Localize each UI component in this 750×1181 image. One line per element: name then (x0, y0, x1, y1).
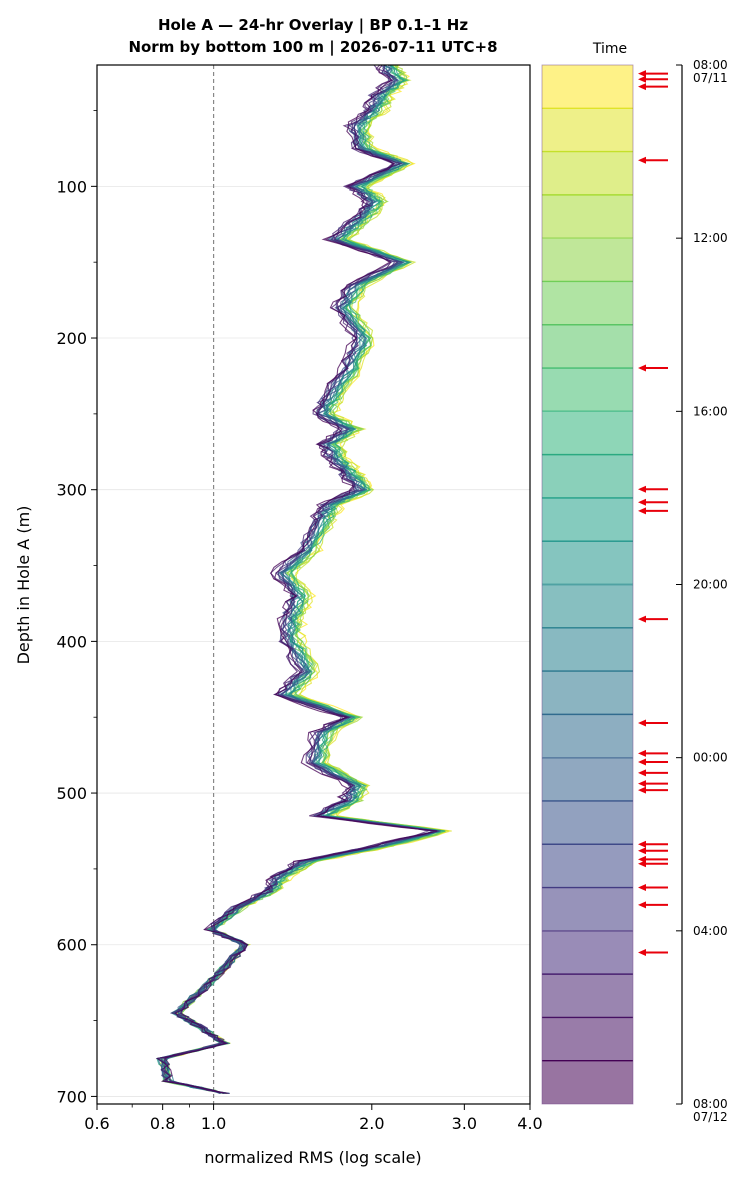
colorbar-band (542, 238, 633, 282)
y-tick-label: 700 (56, 1087, 87, 1106)
colorbar-band (542, 800, 633, 845)
trace-line (162, 64, 447, 1094)
trace-line (163, 64, 441, 1094)
y-axis-label: Depth in Hole A (m) (14, 506, 33, 665)
x-tick-label: 0.8 (150, 1114, 175, 1133)
trace-line (155, 64, 438, 1094)
event-arrow-head (638, 901, 646, 909)
trace-line (162, 64, 447, 1094)
x-tick-label: 4.0 (517, 1114, 542, 1133)
trace-line (161, 64, 439, 1094)
colorbar-start-date: 07/11 (693, 71, 728, 85)
colorbar-band (542, 1017, 633, 1061)
colorbar-label: Time (592, 41, 627, 57)
colorbar-tick-label: 16:00 (693, 404, 728, 418)
plot-frame (96, 64, 531, 1105)
x-axis: 0.6 0.8 1.0 2.0 3.0 4.0 (84, 1104, 543, 1133)
colorbar-tick-label: 12:00 (693, 231, 728, 245)
chart-title-line2: Norm by bottom 100 m | 2026-07-11 UTC+8 (128, 38, 497, 57)
colorbar-band (542, 368, 633, 412)
trace-line (160, 64, 440, 1094)
colorbar-band (542, 108, 633, 152)
event-arrow-head (638, 948, 646, 956)
event-arrow-head (638, 364, 646, 372)
colorbar-band (542, 757, 633, 801)
event-arrow-head (638, 769, 646, 777)
x-tick-label: 0.6 (84, 1114, 109, 1133)
trace-line (165, 64, 440, 1094)
trace-line (162, 64, 445, 1094)
event-arrow-head (638, 749, 646, 757)
colorbar-band (542, 627, 633, 672)
event-arrow-head (638, 758, 646, 766)
event-arrow-head (638, 780, 646, 788)
colorbar-band (542, 584, 633, 628)
traces-group (155, 64, 452, 1094)
chart-title-line1: Hole A — 24-hr Overlay | BP 0.1–1 Hz (158, 16, 468, 35)
trace-line (158, 64, 449, 1094)
trace-line (162, 64, 441, 1094)
colorbar-band (542, 1060, 633, 1104)
colorbar-band (542, 454, 633, 498)
y-tick-label: 200 (56, 329, 87, 348)
y-tick-label: 100 (56, 177, 87, 196)
event-arrow-head (638, 719, 646, 727)
colorbar-band (542, 411, 633, 455)
colorbar-band (542, 497, 633, 542)
event-arrow-head (638, 847, 646, 855)
colorbar-band (542, 887, 633, 931)
colorbar (541, 64, 634, 1105)
trace-line (156, 64, 445, 1094)
colorbar-band (542, 930, 633, 975)
colorbar-band (542, 974, 633, 1018)
trace-line (161, 64, 444, 1094)
trace-line (156, 64, 446, 1094)
trace-line (159, 64, 444, 1094)
x-tick-label: 2.0 (359, 1114, 384, 1133)
event-arrow-head (638, 860, 646, 868)
event-arrow-head (638, 786, 646, 794)
colorbar-band (542, 194, 633, 239)
y-tick-label: 600 (56, 936, 87, 955)
gridlines (97, 185, 530, 1097)
event-arrow-head (638, 75, 646, 83)
trace-line (162, 64, 450, 1094)
colorbar-end-date: 07/12 (693, 1110, 728, 1124)
colorbar-tick-label: 08:00 (693, 58, 728, 72)
colorbar-band (542, 324, 633, 369)
event-arrow-head (638, 70, 646, 78)
trace-line (160, 64, 438, 1094)
event-arrow-head (638, 485, 646, 493)
y-tick-label: 500 (56, 784, 87, 803)
y-axis: 100 200 300 400 500 600 700 (56, 110, 97, 1106)
colorbar-band (542, 541, 633, 585)
event-arrow-head (638, 884, 646, 892)
colorbar-band (542, 281, 633, 325)
x-axis-label: normalized RMS (log scale) (204, 1148, 421, 1167)
event-arrow-head (638, 498, 646, 506)
colorbar-band (542, 65, 633, 109)
colorbar-tick-label: 08:00 (693, 1097, 728, 1111)
x-tick-label: 1.0 (201, 1114, 226, 1133)
colorbar-tick-label: 00:00 (693, 751, 728, 765)
y-tick-label: 400 (56, 632, 87, 651)
colorbar-band (542, 844, 633, 888)
event-arrow-head (638, 83, 646, 91)
colorbar-tick-label: 20:00 (693, 578, 728, 592)
colorbar-tick-label: 04:00 (693, 924, 728, 938)
event-arrow-head (638, 615, 646, 623)
event-arrow-head (638, 840, 646, 848)
colorbar-band (542, 671, 633, 715)
y-tick-label: 300 (56, 481, 87, 500)
event-arrow-head (638, 156, 646, 164)
colorbar-band (542, 714, 633, 758)
event-arrow-head (638, 507, 646, 515)
trace-line (157, 64, 452, 1094)
colorbar-band (542, 151, 633, 195)
event-arrows (638, 70, 668, 956)
colorbar-axis: 08:0012:0016:0020:0000:0004:0008:0007/11… (542, 58, 728, 1124)
x-tick-label: 3.0 (452, 1114, 477, 1133)
